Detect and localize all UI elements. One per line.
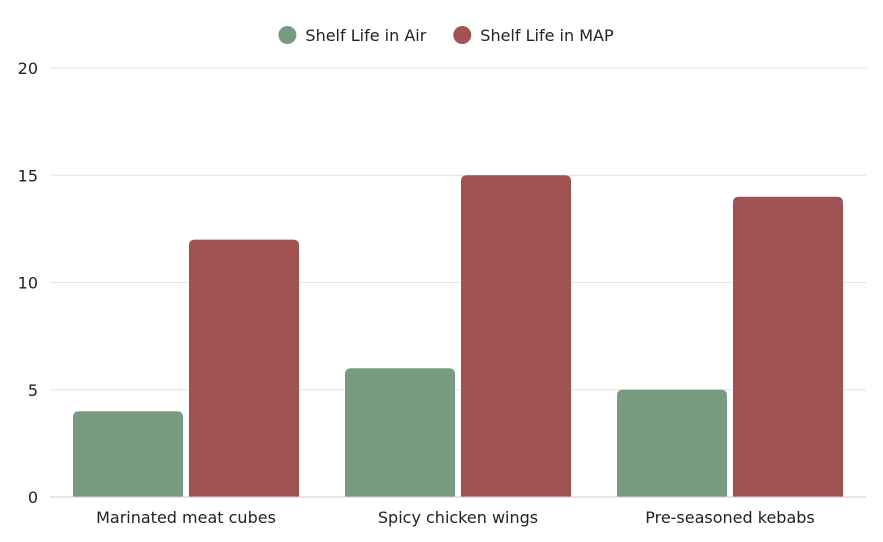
- legend-label-shelf-life-in-map: Shelf Life in MAP: [480, 26, 614, 45]
- x-category-label-pre-seasoned-kebabs: Pre-seasoned kebabs: [645, 508, 815, 527]
- x-category-label-spicy-chicken-wings: Spicy chicken wings: [378, 508, 538, 527]
- bar-shelf-life-in-air-spicy-chicken-wings: [345, 368, 455, 497]
- bar-shelf-life-in-map-spicy-chicken-wings: [461, 175, 571, 497]
- legend-swatch-shelf-life-in-air: [278, 26, 297, 44]
- x-axis: Marinated meat cubes Spicy chicken wings P…: [50, 496, 866, 527]
- y-tick-label-0: 0: [28, 488, 38, 507]
- bar-shelf-life-in-air-pre-seasoned-kebabs: [617, 389, 727, 497]
- y-tick-label-10: 10: [18, 274, 38, 293]
- bar-shelf-life-in-air-marinated-meat-cubes: [73, 411, 183, 497]
- y-tick-label-15: 15: [18, 166, 38, 185]
- y-tick-label-5: 5: [28, 381, 38, 400]
- bars: [73, 175, 843, 497]
- legend: Shelf Life in Air Shelf Life in MAP: [278, 26, 614, 45]
- y-tick-label-20: 20: [18, 59, 38, 78]
- y-axis: 0 5 10 15 20: [18, 59, 38, 507]
- gridlines: [50, 67, 866, 391]
- legend-item-shelf-life-in-map[interactable]: Shelf Life in MAP: [453, 26, 614, 45]
- legend-item-shelf-life-in-air[interactable]: Shelf Life in Air: [278, 26, 427, 45]
- x-category-label-marinated-meat-cubes: Marinated meat cubes: [96, 508, 276, 527]
- legend-label-shelf-life-in-air: Shelf Life in Air: [305, 26, 426, 45]
- bar-shelf-life-in-map-pre-seasoned-kebabs: [733, 196, 843, 497]
- bar-shelf-life-in-map-marinated-meat-cubes: [189, 239, 299, 497]
- legend-swatch-shelf-life-in-map: [453, 26, 472, 44]
